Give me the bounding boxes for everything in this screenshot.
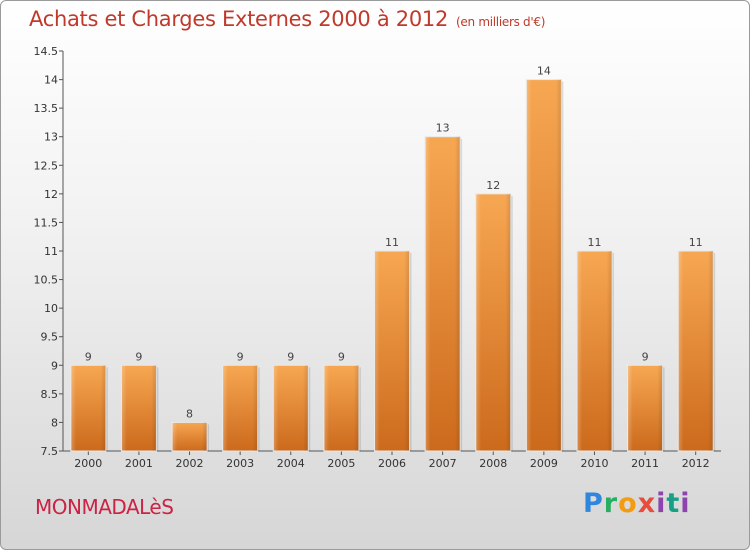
logo-letter: o [618,488,638,519]
bar-value-label: 9 [338,350,345,363]
y-tick-label: 9 [51,359,58,372]
bar-highlight [222,365,258,451]
y-tick-label: 8.5 [41,388,59,401]
logo-letter: x [637,488,657,519]
y-tick-label: 9.5 [41,331,59,344]
bar-value-label: 9 [287,350,294,363]
x-tick-label: 2009 [530,457,558,470]
bar-value-label: 13 [436,122,450,135]
bar-highlight [425,136,461,451]
commune-name: MONMADALèS [35,495,174,519]
bar-value-label: 9 [237,350,244,363]
bar-highlight [678,251,714,451]
bar-value-label: 14 [537,65,551,78]
logo-letter: t [666,488,681,519]
bar-value-label: 9 [85,350,92,363]
bar-value-label: 11 [385,236,399,249]
bar-highlight [172,422,208,451]
y-tick-label: 8 [51,416,58,429]
x-tick-label: 2000 [74,457,102,470]
bar-value-label: 8 [186,407,193,420]
bar-value-label: 9 [642,350,649,363]
x-tick-label: 2008 [479,457,507,470]
bar-highlight [526,79,562,452]
bar-highlight [627,365,663,451]
bar-highlight [121,365,157,451]
x-tick-label: 2012 [682,457,710,470]
logo-letter: P [583,488,604,519]
y-tick-label: 7.5 [41,445,59,458]
x-tick-label: 2006 [378,457,406,470]
y-tick-label: 12 [44,188,58,201]
x-tick-label: 2002 [176,457,204,470]
x-tick-label: 2011 [631,457,659,470]
y-tick-label: 14.5 [34,45,59,58]
x-tick-label: 2005 [327,457,355,470]
y-tick-label: 11.5 [34,216,59,229]
bar-value-label: 12 [486,179,500,192]
bar-value-label: 11 [689,236,703,249]
bar-highlight [70,365,106,451]
x-tick-label: 2004 [277,457,305,470]
logo-letter: i [680,488,691,519]
bar-value-label: 11 [587,236,601,249]
bar-highlight [273,365,309,451]
y-tick-label: 13 [44,131,58,144]
y-tick-label: 10.5 [34,274,59,287]
x-tick-label: 2003 [226,457,254,470]
x-tick-label: 2007 [429,457,457,470]
proxiti-logo[interactable]: Proxiti [583,488,691,519]
chart-title-text: Achats et Charges Externes 2000 à 2012 [29,7,449,31]
bar-highlight [576,251,612,451]
chart-subtitle: (en milliers d'€) [456,15,546,29]
bar-highlight [475,193,511,451]
x-tick-label: 2001 [125,457,153,470]
y-tick-label: 10 [44,302,58,315]
y-tick-label: 11 [44,245,58,258]
y-tick-label: 14 [44,74,58,87]
y-tick-label: 12.5 [34,159,59,172]
bar-highlight [374,251,410,451]
logo-letter: i [656,488,667,519]
logo-letter: r [603,488,619,519]
x-tick-label: 2010 [580,457,608,470]
bar-highlight [323,365,359,451]
bar-value-label: 9 [135,350,142,363]
y-tick-label: 13.5 [34,102,59,115]
chart-title: Achats et Charges Externes 2000 à 2012 (e… [29,7,545,31]
